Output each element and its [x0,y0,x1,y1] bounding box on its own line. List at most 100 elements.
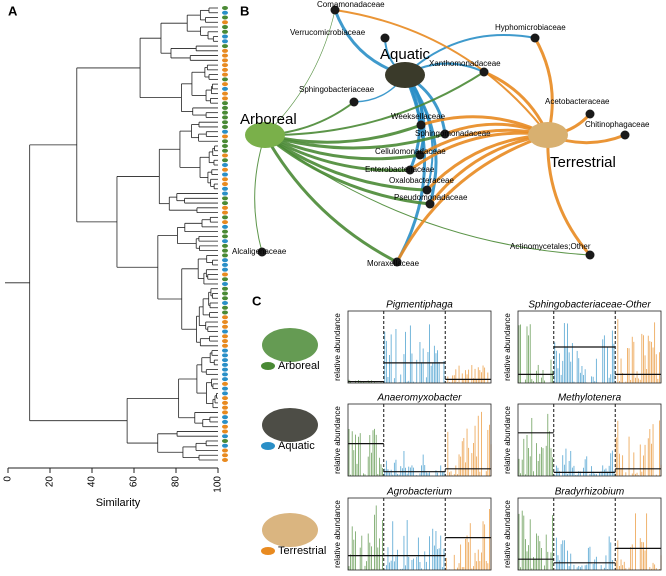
group-swatch [261,442,275,450]
leaf-dot [222,124,228,129]
leaf-dot [222,220,228,225]
node-label: Enterobacteriaceae [365,165,435,174]
leaf-dot [222,453,228,458]
y-axis-title: relative abundance [503,500,512,568]
network-node [392,257,402,267]
leaf-dot [222,377,228,382]
leaf-dot [222,234,228,239]
hub-label: Arboreal [240,111,297,128]
network-node [585,109,595,119]
network-edge [533,37,554,136]
network-edge [264,71,485,137]
leaf-dot [222,367,228,372]
leaf-dot [222,10,228,15]
node-label: Cellulomonadaceae [375,147,446,156]
leaf-dot [222,6,228,10]
leaf-dot [222,139,228,144]
leaf-dot [222,39,228,44]
leaf-dot [222,229,228,234]
leaf-dot [222,148,228,153]
leaf-dot [222,191,228,196]
leaf-dot [222,101,228,106]
leaf-dot [222,29,228,34]
leaf-dot [222,277,228,282]
leaf-dot [222,348,228,353]
leaf-dot [222,58,228,63]
leaf-dot [222,381,228,386]
leaf-dot [222,258,228,263]
leaf-dot [222,20,228,25]
frog-photo [262,328,318,362]
leaf-dot [222,96,228,101]
leaf-dot [222,53,228,58]
leaf-dot [222,438,228,443]
hub-label: Terrestrial [550,154,616,171]
leaf-dot [222,163,228,168]
leaf-dot [222,358,228,363]
node-label: Oxalobacteraceae [389,176,454,185]
network-edge [264,133,411,172]
leaf-dot [222,262,228,267]
network-node [349,97,359,107]
leaf-dot [222,272,228,277]
leaf-dot [222,63,228,68]
network-node [440,129,450,139]
leaf-dot [222,201,228,206]
network-node [585,250,595,260]
node-label: Alcaligenaceae [232,247,287,256]
x-tick-label: 0 [3,476,14,482]
leaf-dot [222,210,228,215]
network-node [422,185,432,195]
node-label: Comamonadaceae [317,0,385,9]
network-edge [395,133,549,263]
network-node [405,165,415,175]
leaf-dot [222,143,228,148]
leaf-dot [222,243,228,248]
leaf-dot [222,224,228,229]
plot-frame [347,403,492,477]
network-edge [264,133,428,192]
network-node [380,33,390,43]
leaf-dot [222,34,228,39]
node-label: Actinomycetales;Other [510,242,591,251]
x-tick-label: 80 [171,476,182,488]
leaf-dot [222,343,228,348]
leaf-dot [222,105,228,110]
leaf-dot [222,172,228,177]
node-label: Chitinophagaceae [585,120,650,129]
node-label: Sphingobacteriaceae [299,85,375,94]
leaf-dot [222,458,228,462]
node-label: Pseudomonadaceae [394,193,468,202]
frog-icon [245,122,285,148]
leaf-dot [222,267,228,272]
leaf-dot [222,410,228,415]
leaf-dot [222,134,228,139]
panel-title: Agrobacterium [386,487,452,498]
leaf-dot [222,129,228,134]
leaf-dot [222,196,228,201]
leaf-dot [222,372,228,377]
leaf-dot [222,386,228,391]
leaf-dot [222,153,228,158]
group-label: Aquatic [278,440,315,452]
leaf-dot [222,429,228,434]
network-edge [263,134,398,264]
leaf-dot [222,305,228,310]
node-label: Moraxellaceae [367,259,420,268]
group-label: Terrestrial [278,545,326,557]
leaf-dot [222,286,228,291]
network-node [416,120,426,130]
group-swatch [261,547,275,555]
leaf-dot [222,86,228,91]
network-node [530,33,540,43]
network-edge [404,34,536,76]
leaf-dot [222,120,228,125]
node-label: Verrucomicrobiaceae [290,28,366,37]
network-edge [264,133,431,206]
leaf-dot [222,15,228,20]
panel-title: Bradyrhizobium [555,487,624,498]
frog-icon [385,62,425,88]
plot-frame [517,403,662,477]
network-node [425,199,435,209]
